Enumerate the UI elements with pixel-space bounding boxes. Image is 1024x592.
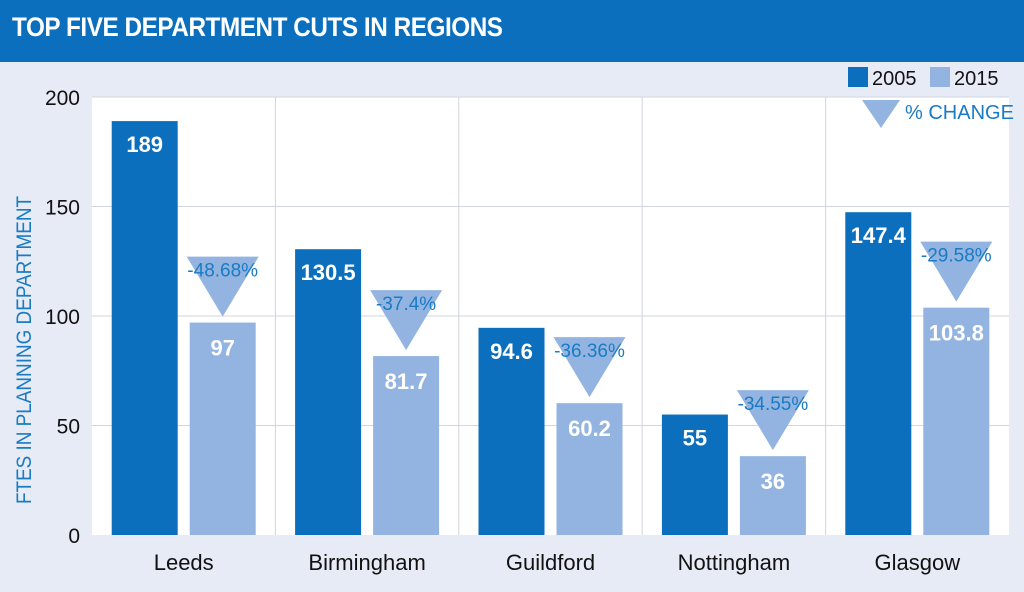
- y-tick-label: 0: [68, 525, 80, 548]
- percent-change-triangle: [370, 290, 443, 351]
- percent-change-label: -29.58%: [921, 246, 992, 267]
- legend-label-change: % CHANGE: [905, 102, 1014, 124]
- x-tick-label: Leeds: [154, 550, 214, 575]
- x-tick-label: Birmingham: [308, 550, 425, 575]
- legend-label-2005: 2005: [872, 68, 917, 90]
- data-label-2015: 97: [210, 336, 234, 361]
- bar-2005: [845, 212, 912, 535]
- percent-change-label: -34.55%: [738, 394, 809, 415]
- y-tick-label: 50: [57, 416, 80, 439]
- data-label-2005: 147.4: [851, 223, 907, 248]
- bar-2005: [295, 249, 362, 535]
- y-axis-label: FTES IN PLANNING DEPARTMENT: [13, 195, 36, 505]
- title-banner: TOP FIVE DEPARTMENT CUTS IN REGIONS: [0, 0, 1024, 62]
- legend-swatch-2015: [930, 67, 950, 87]
- x-tick-label: Guildford: [506, 550, 595, 575]
- legend-swatch-2005: [848, 67, 868, 87]
- percent-change-triangle: [186, 256, 259, 317]
- bar-2015: [739, 456, 806, 535]
- bar-2015: [923, 307, 990, 535]
- percent-change-label: -37.4%: [376, 294, 436, 315]
- y-tick-label: 150: [45, 197, 80, 220]
- data-label-2015: 60.2: [568, 416, 611, 441]
- bar-2005: [661, 414, 728, 535]
- bar-2005: [111, 121, 178, 535]
- percent-change-triangle: [920, 241, 993, 302]
- bar-2015: [373, 356, 440, 535]
- bar-2015: [189, 322, 256, 535]
- percent-change-triangle: [553, 337, 626, 398]
- y-tick-label: 100: [45, 306, 80, 329]
- percent-change-label: -36.36%: [554, 341, 625, 362]
- data-label-2005: 94.6: [490, 339, 533, 364]
- x-tick-label: Nottingham: [678, 550, 791, 575]
- percent-change-triangle: [736, 390, 809, 451]
- data-label-2015: 81.7: [385, 369, 428, 394]
- data-label-2005: 55: [683, 426, 707, 451]
- data-label-2005: 130.5: [301, 260, 356, 285]
- percent-change-label: -48.68%: [187, 261, 258, 282]
- data-label-2015: 36: [761, 469, 785, 494]
- bar-2015: [556, 403, 623, 535]
- data-label-2015: 103.8: [929, 321, 984, 346]
- x-tick-label: Glasgow: [875, 550, 961, 575]
- data-label-2005: 189: [126, 132, 163, 157]
- legend-label-2015: 2015: [954, 68, 999, 90]
- chart-title: TOP FIVE DEPARTMENT CUTS IN REGIONS: [12, 12, 503, 42]
- legend-triangle-icon: [862, 100, 900, 128]
- bar-2005: [478, 327, 545, 535]
- y-tick-label: 200: [45, 87, 80, 110]
